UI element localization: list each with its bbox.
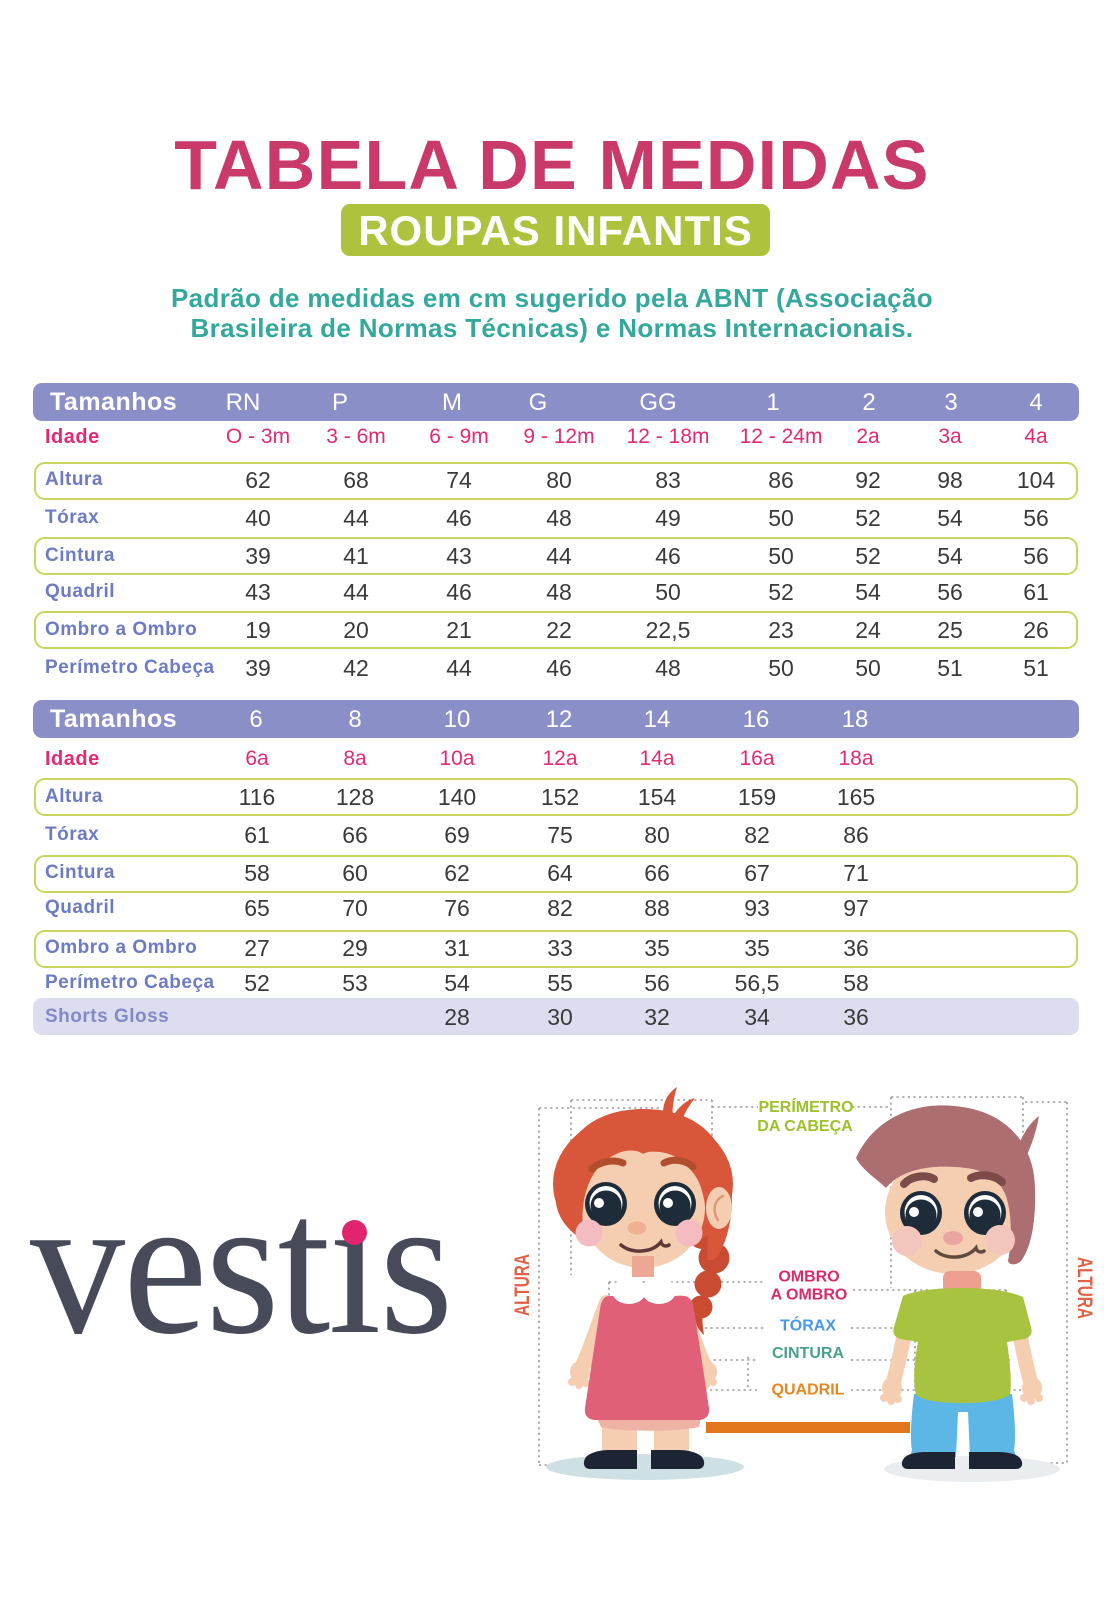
svg-text:OMBRO: OMBRO [778, 1269, 839, 1286]
svg-text:TÓRAX: TÓRAX [780, 1316, 836, 1335]
svg-text:CINTURA: CINTURA [772, 1345, 844, 1362]
svg-text:ALTURA: ALTURA [511, 1254, 534, 1316]
svg-text:DA CABEÇA: DA CABEÇA [757, 1118, 853, 1135]
svg-text:ALTURA: ALTURA [1073, 1257, 1096, 1319]
svg-text:A OMBRO: A OMBRO [771, 1287, 848, 1304]
svg-text:QUADRIL: QUADRIL [772, 1382, 845, 1399]
svg-text:PERÍMETRO: PERÍMETRO [758, 1097, 853, 1116]
